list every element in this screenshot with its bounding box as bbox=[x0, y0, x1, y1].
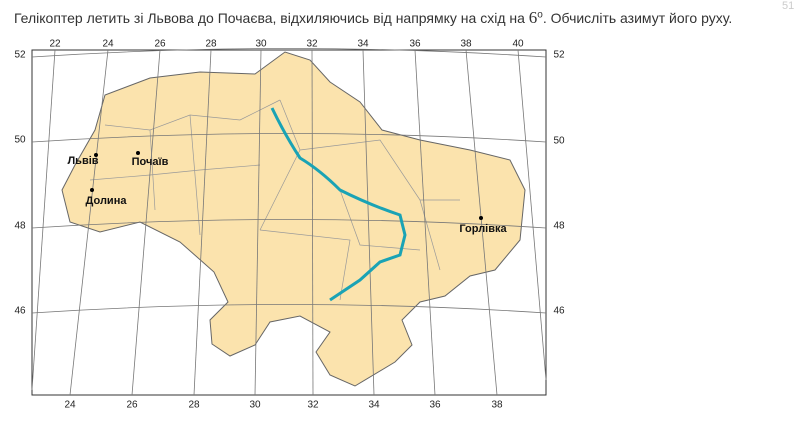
longitude-label: 24 bbox=[102, 39, 114, 50]
regions bbox=[89, 99, 460, 301]
longitude-label: 22 bbox=[49, 39, 61, 50]
city-dot bbox=[136, 151, 140, 155]
latitude-label: 52 bbox=[553, 50, 565, 61]
longitude-label: 38 bbox=[491, 400, 503, 411]
longitude-label: 34 bbox=[357, 39, 369, 50]
longitude-label: 26 bbox=[126, 400, 138, 411]
city-dot bbox=[479, 216, 483, 220]
question: Гелікоптер летить зі Львова до Почаєва, … bbox=[14, 8, 732, 28]
degree: o bbox=[537, 9, 543, 21]
latitude-label: 50 bbox=[14, 135, 26, 146]
longitude-label: 36 bbox=[429, 400, 441, 411]
longitude-label: 24 bbox=[64, 400, 76, 411]
city-dot bbox=[90, 188, 94, 192]
top-labels: 22 24 26 28 30 32 34 36 38 40 bbox=[49, 39, 524, 50]
graticule bbox=[31, 48, 547, 396]
latitude-label: 50 bbox=[553, 136, 565, 147]
longitude-label: 32 bbox=[306, 39, 318, 50]
city-dot bbox=[94, 153, 98, 157]
question-text: Гелікоптер летить зі Львова до Почаєва, … bbox=[14, 10, 529, 26]
latitude-label: 48 bbox=[14, 221, 26, 232]
city-label: Почаїв bbox=[132, 156, 169, 168]
longitude-label: 34 bbox=[368, 400, 380, 411]
city-label: Долина bbox=[86, 195, 128, 207]
latitude-label: 52 bbox=[14, 50, 26, 61]
longitude-label: 26 bbox=[154, 39, 166, 50]
longitude-label: 38 bbox=[460, 39, 472, 50]
latitude-label: 46 bbox=[553, 306, 565, 317]
longitude-label: 40 bbox=[512, 39, 524, 50]
city-label: Горлівка bbox=[459, 223, 507, 235]
dnipro-river bbox=[270, 107, 407, 302]
longitude-label: 36 bbox=[409, 39, 421, 50]
latitude-label: 48 bbox=[553, 221, 565, 232]
latitude-label: 46 bbox=[14, 306, 26, 317]
cities: Львів Почаїв Долина Горлівка bbox=[67, 151, 508, 235]
bottom-labels: 24 26 28 30 32 34 36 38 bbox=[64, 400, 503, 411]
side-labels: 52 50 48 46 52 50 48 46 bbox=[14, 50, 565, 317]
longitude-label: 28 bbox=[188, 400, 200, 411]
longitude-label: 32 bbox=[307, 400, 319, 411]
longitude-label: 30 bbox=[249, 400, 261, 411]
page-number: 51 bbox=[782, 0, 795, 12]
longitude-label: 30 bbox=[255, 39, 267, 50]
angle: 6 bbox=[528, 8, 538, 27]
question-text: . Обчисліть азимут його руху. bbox=[542, 10, 733, 26]
city-label: Львів bbox=[67, 155, 98, 167]
longitude-label: 28 bbox=[205, 39, 217, 50]
